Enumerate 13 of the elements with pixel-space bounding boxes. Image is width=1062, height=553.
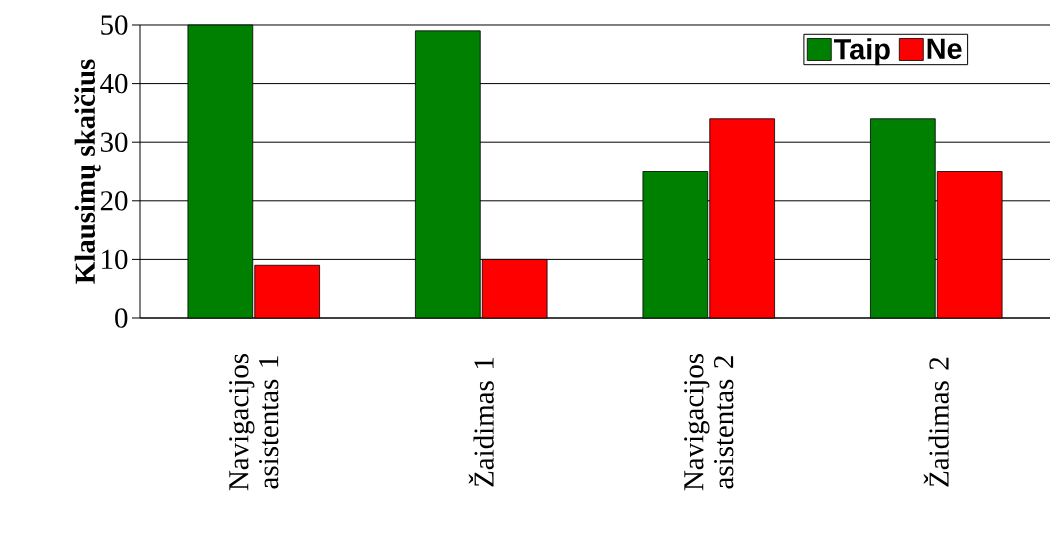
x-tick-label: Žaidimas 2 <box>923 357 949 487</box>
y-tick-label: 20 <box>100 191 128 211</box>
x-tick-label: Navigacijos asistentas 2 <box>684 354 734 491</box>
y-tick-label: 40 <box>100 73 128 94</box>
legend-label: Taip <box>834 38 890 66</box>
y-tick-label: 50 <box>101 15 128 35</box>
y-tick-label: 10 <box>102 249 128 270</box>
y-tick-label: 30 <box>100 132 128 152</box>
x-tick-label: Navigacijos asistentas 1 <box>229 354 279 491</box>
y-axis-title: Klausimų skaičius <box>74 59 101 284</box>
y-tick-label: 0 <box>115 308 128 328</box>
legend-label: Ne <box>927 38 962 59</box>
x-tick-label: Žaidimas 1 <box>468 357 494 487</box>
